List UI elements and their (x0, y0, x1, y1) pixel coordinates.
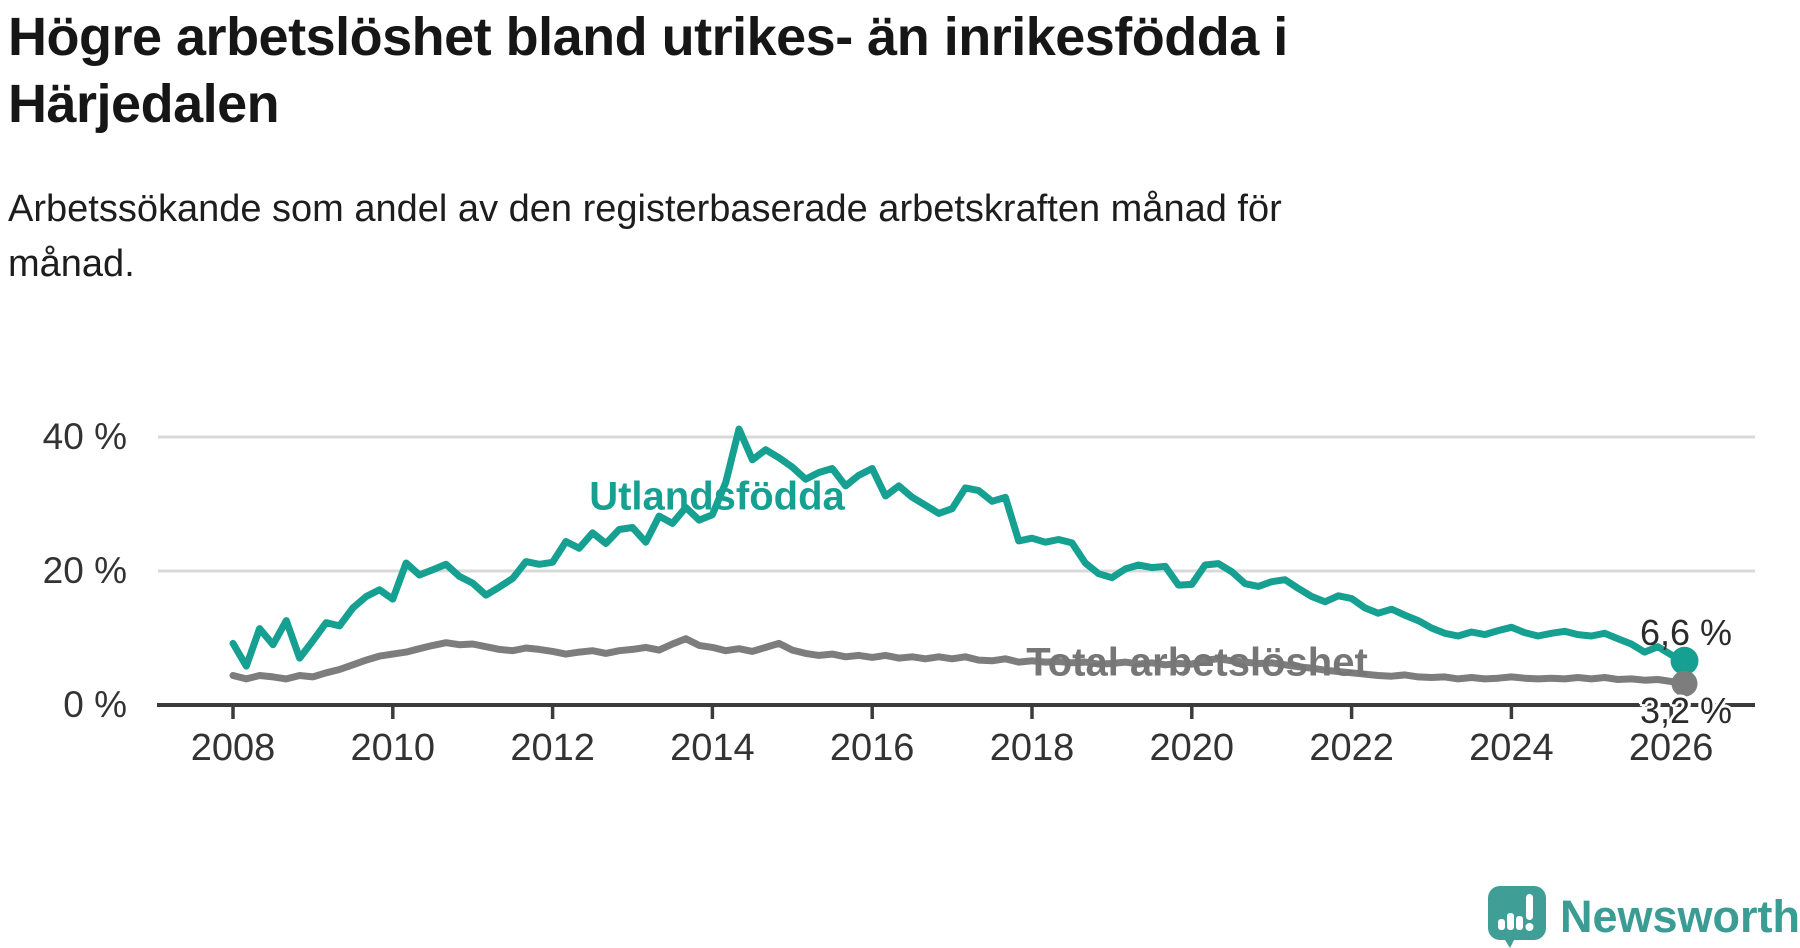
x-axis-label: 2008 (190, 727, 276, 769)
x-axis-label: 2010 (350, 727, 436, 769)
x-axis-label: 2026 (1628, 727, 1714, 769)
x-axis-label: 2018 (989, 727, 1075, 769)
bar-chart-speech-bubble-icon (1488, 886, 1546, 948)
series-label-utlandsfodda: Utlandsfödda (589, 474, 845, 519)
end-value-label-total: 3,2 % (1640, 690, 1733, 731)
series-label-total-arbetsloshet: Total arbetslöshet (1026, 640, 1368, 685)
x-axis-label: 2014 (670, 727, 755, 769)
x-axis-label: 2016 (829, 727, 915, 769)
series-end-dot-0 (1670, 646, 1699, 675)
x-axis-label: 2022 (1309, 727, 1394, 769)
series-line-1 (229, 635, 1688, 688)
branding-name: Newsworthy (1560, 891, 1800, 942)
page-subtitle: Arbetssökande som andel av den registerb… (8, 188, 1282, 286)
y-axis-label: 0 % (63, 684, 127, 725)
branding: Newsworthy (1488, 886, 1800, 948)
series-line-0 (229, 425, 1688, 670)
end-value-label-utlandsfodda: 6,6 % (1640, 612, 1733, 653)
page-title: Högre arbetslöshet bland utrikes- än inr… (8, 7, 1288, 134)
series-end-dot-1 (1671, 670, 1698, 697)
y-axis-label: 40 % (42, 416, 127, 457)
x-axis-label: 2024 (1469, 727, 1554, 769)
y-axis-label: 20 % (42, 550, 127, 591)
x-axis-label: 2020 (1149, 727, 1235, 769)
x-axis-label: 2012 (510, 727, 595, 769)
